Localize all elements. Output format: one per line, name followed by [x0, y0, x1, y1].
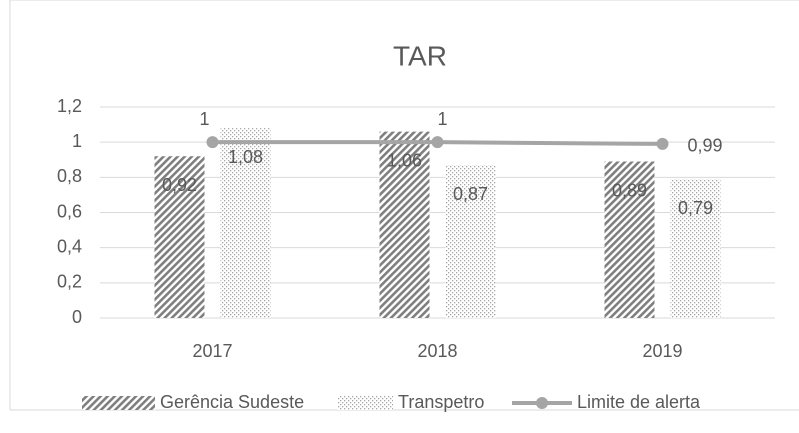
chart-title: TAR: [393, 40, 447, 71]
bar: [379, 131, 430, 318]
chart-border: [9, 0, 799, 411]
data-label: 0,92: [162, 175, 197, 195]
bar: [220, 128, 271, 318]
legend-label: Transpetro: [398, 392, 484, 412]
y-tick-label: 1,2: [57, 96, 82, 116]
y-tick-label: 0,2: [57, 272, 82, 292]
data-label: 0,87: [453, 184, 488, 204]
line-marker: [656, 137, 669, 150]
bar: [445, 165, 496, 318]
legend-label: Limite de alerta: [577, 392, 701, 412]
y-tick-label: 1: [72, 131, 82, 151]
legend-swatch: [82, 396, 155, 410]
data-label: 0,99: [688, 136, 723, 156]
y-tick-label: 0,8: [57, 166, 82, 186]
data-label: 0,89: [612, 180, 647, 200]
data-label: 0,79: [678, 198, 713, 218]
bar: [604, 161, 655, 318]
x-tick-label: 2017: [192, 341, 232, 361]
data-label: 1,08: [228, 147, 263, 167]
data-label: 1: [437, 109, 447, 129]
bar: [154, 156, 205, 318]
line-marker: [431, 136, 444, 149]
x-tick-label: 2019: [642, 341, 682, 361]
y-tick-label: 0: [72, 307, 82, 327]
legend-label: Gerência Sudeste: [160, 392, 304, 412]
legend-swatch-marker: [536, 397, 548, 409]
bar: [670, 179, 721, 318]
legend-swatch: [338, 396, 393, 410]
data-label: 1,06: [387, 150, 422, 170]
line-marker: [206, 136, 219, 149]
y-tick-label: 0,6: [57, 201, 82, 221]
x-tick-label: 2018: [417, 341, 457, 361]
data-label: 1: [199, 109, 209, 129]
y-tick-label: 0,4: [57, 236, 82, 256]
